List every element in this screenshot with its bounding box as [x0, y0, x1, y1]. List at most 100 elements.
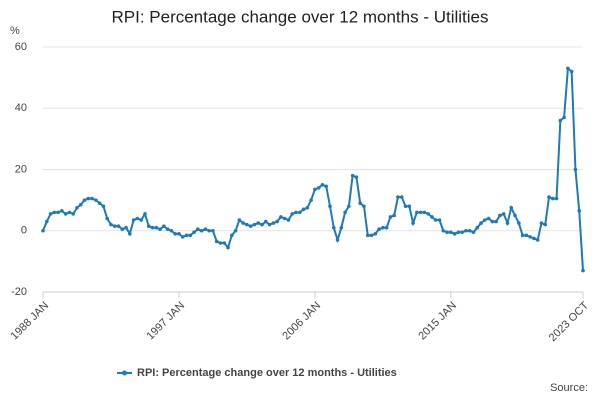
point — [577, 209, 582, 213]
point — [501, 212, 506, 216]
point — [128, 232, 132, 236]
point — [56, 210, 60, 215]
point — [214, 239, 219, 244]
point — [48, 212, 53, 216]
point — [554, 196, 559, 201]
point — [90, 196, 94, 201]
y-unit: % — [10, 25, 20, 37]
point — [433, 218, 438, 222]
point — [471, 230, 476, 235]
point — [305, 205, 310, 210]
point — [120, 227, 125, 232]
point — [226, 245, 230, 250]
point — [573, 167, 578, 172]
point — [63, 212, 68, 216]
point — [207, 228, 211, 233]
x-tick-label: 2006 JAN — [280, 300, 323, 343]
point — [135, 216, 140, 221]
point — [339, 225, 344, 230]
point — [222, 241, 227, 245]
point — [237, 218, 242, 222]
point — [256, 221, 261, 225]
point — [403, 204, 408, 209]
point — [539, 221, 544, 225]
point — [566, 66, 570, 71]
point — [411, 221, 415, 225]
point — [320, 183, 325, 187]
point — [139, 218, 143, 222]
point — [60, 209, 64, 213]
point — [381, 225, 385, 230]
point — [350, 173, 355, 178]
point — [479, 221, 483, 225]
point — [399, 195, 404, 199]
point — [505, 221, 510, 225]
point — [279, 215, 283, 219]
point — [143, 212, 147, 216]
point — [543, 222, 548, 227]
point — [101, 204, 106, 209]
point — [445, 230, 449, 235]
point — [245, 222, 249, 227]
point — [558, 118, 563, 123]
x-tick-label: 2023 OCT — [547, 299, 592, 344]
point — [173, 232, 177, 236]
legend-label: RPI: Percentage change over 12 months - … — [137, 367, 397, 379]
point — [230, 233, 234, 238]
point — [71, 212, 76, 216]
point — [396, 195, 400, 199]
point — [486, 216, 491, 221]
point — [290, 212, 295, 216]
point — [347, 204, 351, 209]
point — [452, 232, 457, 236]
y-tick-label: 0 — [21, 225, 27, 237]
legend-marker — [122, 370, 127, 376]
point — [441, 228, 446, 233]
point — [275, 219, 279, 224]
point — [177, 232, 181, 236]
point — [535, 238, 540, 242]
point — [335, 238, 340, 242]
point — [509, 205, 514, 210]
point — [131, 218, 136, 222]
point — [562, 115, 566, 120]
point — [426, 212, 430, 216]
point — [150, 225, 155, 230]
point — [67, 210, 72, 215]
point — [513, 213, 517, 218]
point — [169, 228, 174, 233]
point — [294, 210, 298, 215]
point — [286, 218, 291, 222]
point — [97, 201, 102, 205]
point — [517, 221, 521, 225]
y-tick-label: -20 — [11, 286, 27, 298]
chart-title: RPI: Percentage change over 12 months - … — [111, 7, 488, 26]
point — [358, 201, 363, 205]
point — [184, 233, 189, 238]
point — [52, 210, 57, 215]
point — [328, 204, 332, 209]
point — [464, 228, 468, 233]
point — [532, 236, 536, 241]
point — [528, 235, 532, 239]
point — [313, 187, 317, 192]
point — [365, 233, 370, 238]
point — [520, 233, 525, 238]
point — [418, 210, 423, 215]
x-tick-label: 1988 JAN — [9, 300, 52, 343]
point — [449, 230, 453, 235]
point — [343, 210, 347, 215]
point — [331, 225, 336, 230]
point — [297, 210, 302, 215]
y-tick-label: 40 — [15, 102, 27, 114]
point — [112, 224, 117, 228]
point — [199, 228, 204, 233]
point — [271, 221, 276, 225]
point — [41, 228, 45, 233]
point — [188, 233, 193, 238]
point — [260, 222, 264, 227]
point — [362, 204, 366, 209]
x-tick-label: 2015 JAN — [416, 300, 459, 343]
point — [324, 184, 329, 189]
